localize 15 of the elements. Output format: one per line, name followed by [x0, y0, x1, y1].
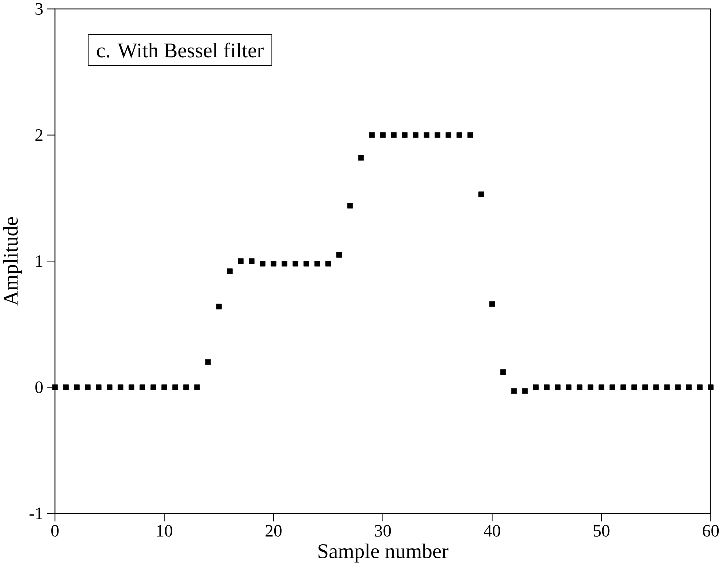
x-tick-label: 20 — [266, 525, 282, 537]
y-axis-title: Amplitude — [3, 218, 22, 306]
y-tick-label: 2 — [36, 130, 43, 142]
x-tick-label: 10 — [157, 525, 173, 537]
y-tick-label: 3 — [36, 3, 43, 15]
x-tick-label: 40 — [484, 525, 500, 537]
y-tick-label: -1 — [30, 508, 43, 520]
y-tick-label: 0 — [36, 382, 43, 394]
x-tick-label: 60 — [703, 525, 719, 537]
x-tick-label: 50 — [594, 525, 610, 537]
x-tick-label: 0 — [52, 525, 59, 537]
annotation: c. With Bessel filter — [97, 42, 264, 58]
y-tick-label: 1 — [36, 256, 43, 268]
x-axis-title: Sample number — [318, 544, 449, 563]
x-tick-label: 30 — [375, 525, 392, 537]
